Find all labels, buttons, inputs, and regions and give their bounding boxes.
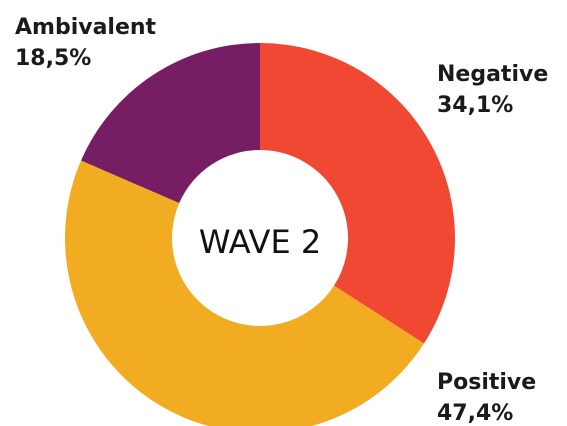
category-label: Positive: [437, 370, 536, 395]
slice: [260, 43, 456, 344]
category-label: Negative: [437, 62, 548, 87]
slice: [65, 160, 424, 426]
slices: [65, 43, 456, 426]
value-label: 47,4%: [437, 401, 513, 426]
category-label: Ambivalent: [15, 15, 157, 40]
value-label: 18,5%: [15, 46, 91, 71]
slice: [81, 43, 261, 204]
value-label: 34,1%: [437, 93, 513, 118]
center-label: WAVE 2: [199, 223, 321, 261]
